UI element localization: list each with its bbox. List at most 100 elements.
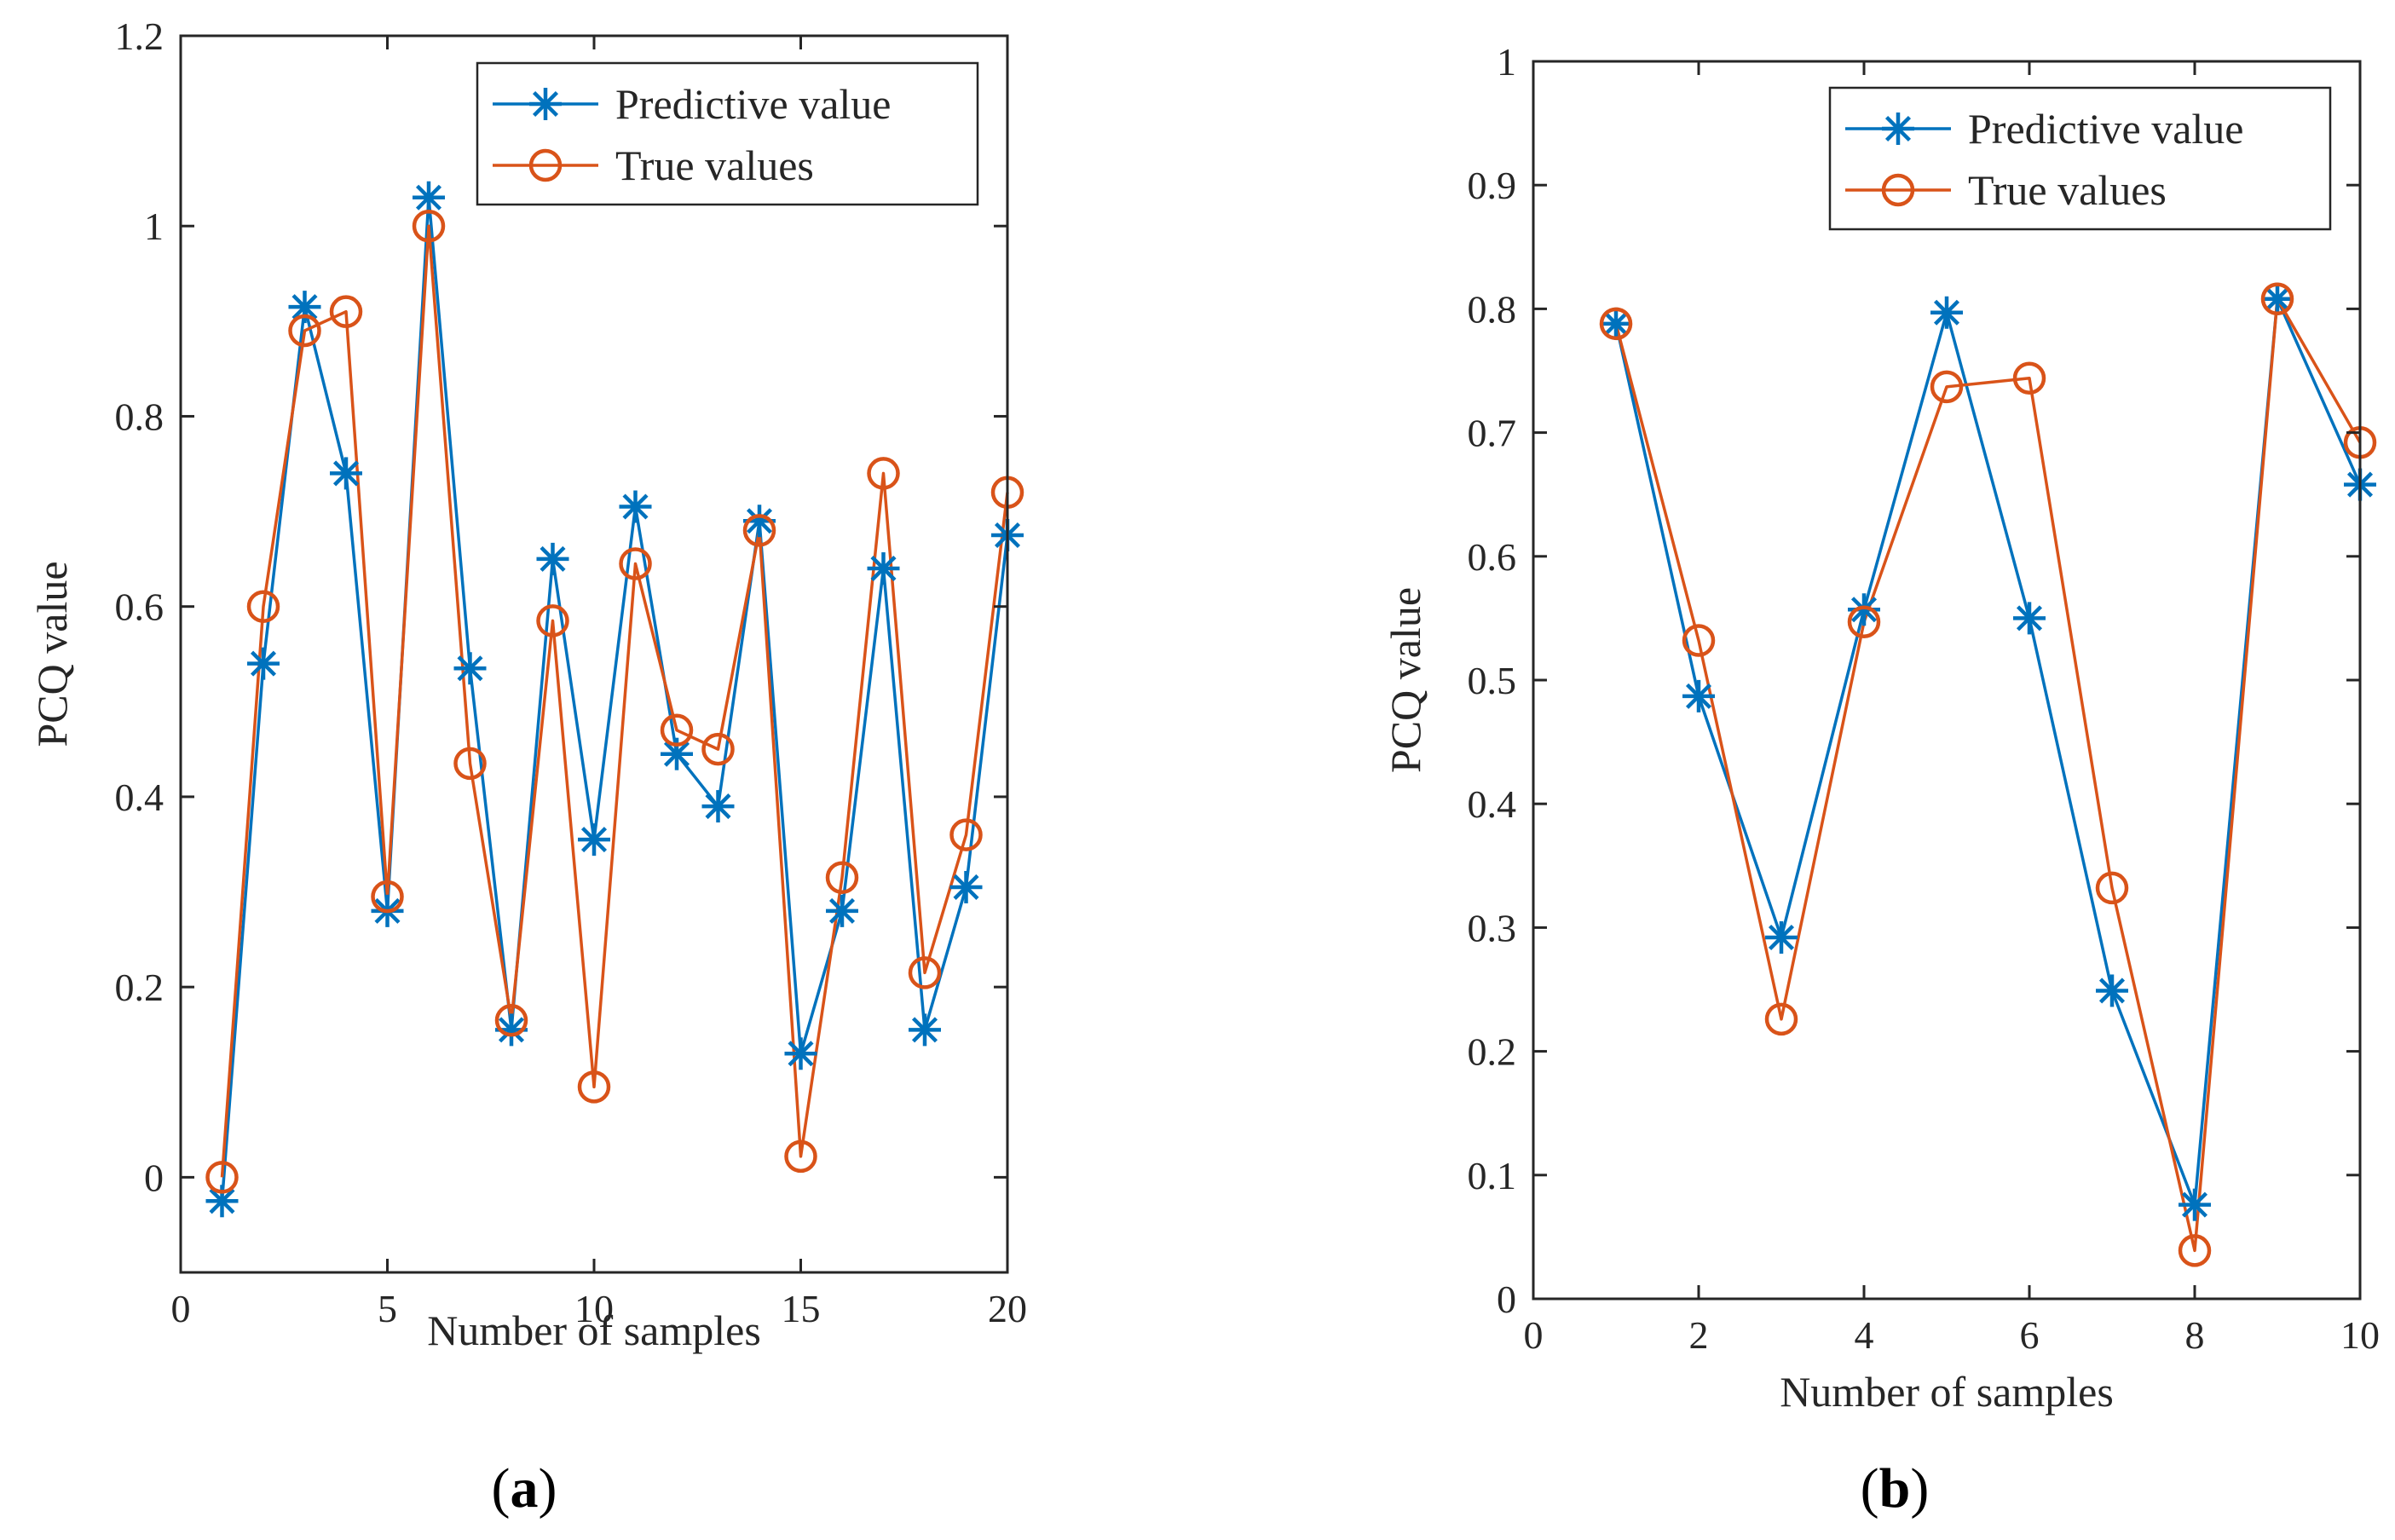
- panel-b-series-0-point-7: [2096, 974, 2128, 1007]
- panel-b-ticks: 0 2 4 6 8 10 0 0.1 0.2 0.3 0.4 0.5 0.6 0.7 0.8 0.9 1: [1468, 40, 2381, 1357]
- panel-a-series-0-point-19: [949, 870, 983, 903]
- panel-a-series-markers: [205, 181, 1024, 1218]
- panel-a-series-0-point-17: [867, 552, 900, 585]
- panel-b-series-1-point-8: [2178, 1234, 2212, 1267]
- panel-a-legend-label-true: True values: [615, 141, 814, 189]
- panel-a-series-0-point-7: [453, 652, 487, 685]
- panel-a-series-1-point-6: [412, 209, 446, 243]
- panel-b-y-axis-label: PCQ value: [1382, 587, 1429, 773]
- panel-b-x-tick-label: 0: [1524, 1313, 1544, 1357]
- panel-b-series-0-point-8: [2179, 1188, 2211, 1221]
- panel-b-series-1-point-5: [1930, 370, 1964, 404]
- panel-a-x-tick-label: 15: [782, 1287, 821, 1330]
- panel-a-series-0-point-6: [413, 181, 445, 214]
- panel-a-series-0-point-13: [701, 790, 735, 823]
- panel-a-series-1-point-10: [577, 1070, 611, 1104]
- panel-a-x-tick-label: 5: [378, 1287, 397, 1330]
- panel-a-x-tick-label: 0: [171, 1287, 191, 1330]
- panel-a-y-tick-label: 0.6: [115, 585, 164, 629]
- caption-b: (b): [1861, 1457, 1930, 1520]
- panel-b-y-tick-label: 0.5: [1468, 659, 1517, 702]
- panel-a-x-tick-label: 10: [574, 1287, 614, 1330]
- panel-a-legend-label-predictive: Predictive value: [615, 80, 892, 128]
- panel-a-series-1-point-4: [329, 295, 363, 328]
- panel-b-y-tick-label: 0.7: [1468, 412, 1517, 455]
- panel-a-y-tick-label: 1.2: [115, 14, 164, 58]
- panel-b-y-tick-label: 0.4: [1468, 782, 1517, 826]
- panel-b-series-1-point-9: [2260, 282, 2294, 316]
- panel-a-y-tick-label: 1: [144, 205, 164, 248]
- panel-b-legend-box: [1828, 86, 2332, 231]
- panel-b-y-tick-label: 0.9: [1468, 164, 1517, 207]
- panel-a-series-1-point-1: [205, 1161, 239, 1194]
- caption-a-close: ): [539, 1457, 557, 1520]
- panel-a-y-axis-label: PCQ value: [28, 561, 76, 747]
- panel-a-series-1-point-2: [246, 590, 280, 623]
- panel-a-series-0-point-11: [619, 490, 652, 523]
- caption-b-open: (: [1861, 1457, 1879, 1520]
- panel-b-series-1-point-3: [1764, 1002, 1798, 1036]
- panel-b-legend-label-true: True values: [1968, 166, 2167, 214]
- panel-a-series-1-point-7: [453, 747, 487, 781]
- panel-b-legend-entry-true: True values: [1845, 166, 2167, 214]
- panel-b-series-1-point-1: [1599, 307, 1633, 341]
- panel-a-y-tick-label: 0.4: [115, 776, 164, 819]
- panel-b-series-0-point-4: [1848, 593, 1880, 626]
- panel-b-x-tick-label: 10: [2340, 1313, 2380, 1357]
- panel-b-series-markers: [1599, 282, 2377, 1267]
- panel-b-series-1-point-2: [1682, 624, 1716, 657]
- panel-a-series-1-point-12: [660, 713, 694, 747]
- panel-a-legend-entry-true: True values: [493, 141, 814, 189]
- panel-b-series-1-line: [1614, 297, 2362, 1253]
- panel-b-y-tick-label: 0.2: [1468, 1030, 1517, 1074]
- panel-b-legend-entry-predictive: Predictive value: [1845, 105, 2244, 153]
- panel-a-y-tick-label: 0.8: [115, 395, 164, 438]
- panel-b-series-0-line: [1614, 297, 2362, 1207]
- panel-a-series-1-point-11: [619, 547, 652, 580]
- panel-b-y-tick-label: 0.1: [1468, 1154, 1517, 1197]
- panel-b-x-tick-label: 6: [2020, 1313, 2040, 1357]
- panel-a-y-tick-label: 0.2: [115, 966, 164, 1009]
- panel-a-x-axis-label: Number of samples: [427, 1306, 761, 1354]
- panel-a-legend: Predictive value True values: [476, 61, 979, 206]
- panel-a-series-0-point-4: [330, 457, 362, 490]
- panel-b-series-0-point-5: [1930, 296, 1963, 329]
- panel-b-y-tick-label: 0: [1497, 1278, 1516, 1321]
- panel-a-series-1-point-16: [825, 861, 859, 895]
- panel-b-series-1-point-7: [2095, 871, 2129, 905]
- panel-a-series-1-point-15: [784, 1139, 817, 1174]
- panel-a-series-0-point-3: [288, 291, 321, 324]
- panel-b-x-axis-label: Number of samples: [1780, 1368, 2114, 1416]
- panel-b-series-0-point-9: [2261, 282, 2294, 315]
- panel-a-legend-entry-predictive: Predictive value: [493, 80, 892, 128]
- caption-a: (a): [492, 1457, 557, 1520]
- panel-a-series-1-point-19: [949, 818, 983, 851]
- panel-b-x-tick-label: 2: [1689, 1313, 1709, 1357]
- panel-b-legend: Predictive value True values: [1828, 86, 2332, 231]
- panel-a-legend-box: [476, 61, 979, 206]
- panel-b-series-0-point-3: [1765, 921, 1798, 955]
- panel-b-y-tick-label: 0.6: [1468, 535, 1517, 579]
- panel-a-series-1-point-3: [288, 314, 321, 348]
- panel-b-legend-marker-1: [1881, 173, 1915, 207]
- panel-a-legend-marker-0: [529, 88, 562, 120]
- panel-a-series-0-point-1: [205, 1185, 239, 1218]
- panel-a-series-0-point-10: [578, 823, 610, 857]
- panel-a-legend-marker-1: [528, 148, 563, 182]
- panel-a-ticks: 0 5 10 15 20 0 0.2 0.4 0.6 0.8 1 1.2: [115, 14, 1028, 1330]
- panel-b-series-0-point-1: [1600, 307, 1632, 340]
- panel-b-series-0-point-6: [2013, 602, 2046, 635]
- panel-a-series-0-point-2: [247, 647, 280, 680]
- panel-b-y-tick-label: 0.8: [1468, 287, 1517, 331]
- panel-a-series-0-line: [220, 195, 1009, 1202]
- panel-a-series-0-point-12: [661, 737, 693, 770]
- panel-b-legend-marker-0: [1882, 112, 1914, 145]
- panel-a-x-tick-label: 20: [988, 1287, 1027, 1330]
- panel-a: 0 5 10 15 20 0 0.2 0.4 0.6 0.8 1 1.2 Number of samp…: [28, 14, 1027, 1354]
- panel-a-series-1-point-9: [536, 604, 569, 637]
- panel-a-series-1-point-5: [371, 880, 404, 914]
- panel-b-series-0-point-2: [1682, 679, 1715, 712]
- caption-a-letter: a: [511, 1457, 539, 1520]
- panel-a-series-1-point-17: [867, 457, 900, 490]
